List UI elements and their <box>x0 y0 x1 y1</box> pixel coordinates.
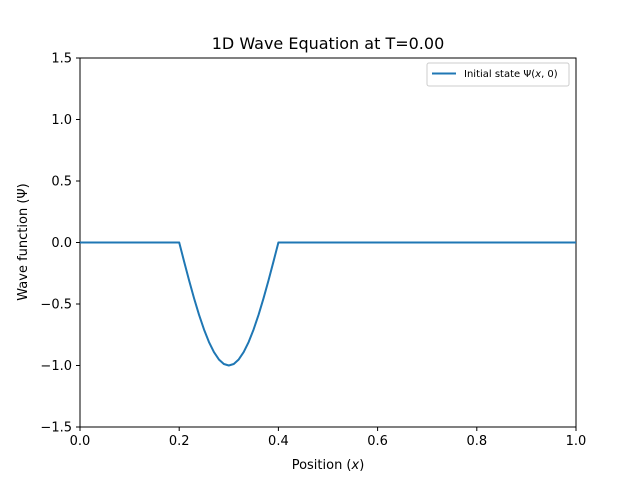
y-tick-label: 1.5 <box>51 52 72 67</box>
y-axis-label: Wave function (Ψ) <box>16 183 31 300</box>
x-tick-label: 0.8 <box>466 434 487 449</box>
y-tick-label: −0.5 <box>40 298 72 313</box>
x-tick-label: 0.0 <box>70 434 91 449</box>
chart-title: 1D Wave Equation at T=0.00 <box>212 34 445 53</box>
y-tick-label: −1.0 <box>40 359 72 374</box>
y-tick-label: 0.0 <box>51 236 72 251</box>
y-tick-label: 0.5 <box>51 175 72 190</box>
legend: Initial state Ψ(x, 0) <box>426 62 570 87</box>
legend-label-initial-state: Initial state Ψ(x, 0) <box>464 69 558 80</box>
x-tick-label: 0.2 <box>169 434 190 449</box>
x-axis-label: Position (x) <box>292 458 365 473</box>
x-tick-label: 0.4 <box>268 434 289 449</box>
x-tick-label: 1.0 <box>566 434 587 449</box>
y-tick-label: 1.0 <box>51 113 72 128</box>
y-tick-label: −1.5 <box>40 421 72 436</box>
x-tick-label: 0.6 <box>367 434 388 449</box>
series-line-initial-state <box>80 241 576 367</box>
legend-frame <box>426 62 570 87</box>
